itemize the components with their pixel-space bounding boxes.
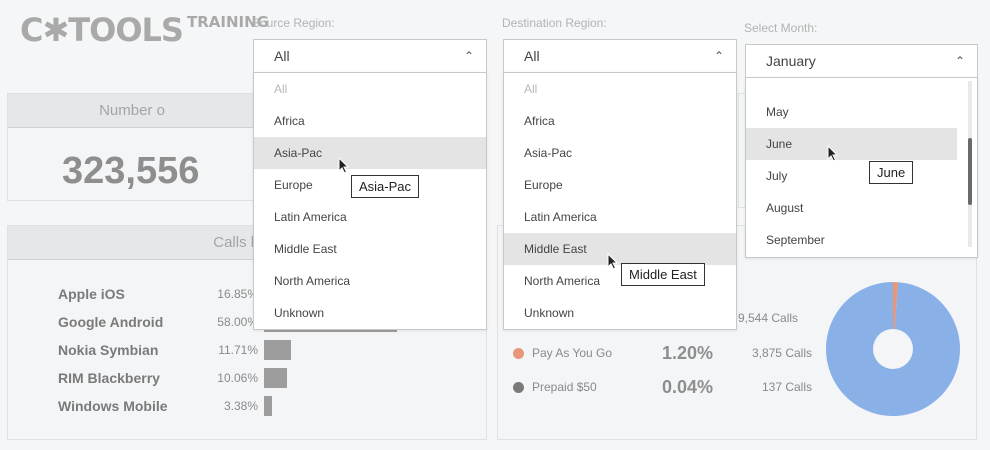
month-label: Select Month: <box>744 21 818 35</box>
plan-percent: 1.20% <box>662 342 714 363</box>
plan-name: Pay As You Go <box>532 346 613 360</box>
month-dropdown-scrollbar[interactable] <box>968 81 972 247</box>
destination-region-value: All <box>524 48 540 64</box>
top-plan-calls: 9,544 Calls <box>738 311 799 325</box>
device-bar <box>264 368 287 388</box>
month-select[interactable]: January ⌃ <box>745 44 978 78</box>
source-tooltip: Asia-Pac <box>351 175 420 198</box>
chevron-up-icon: ⌃ <box>463 49 474 63</box>
device-row: RIM Blackberry 10.06% <box>58 368 287 388</box>
logo-main-text: C✱TOOLS <box>20 11 184 49</box>
destination-region-select[interactable]: All ⌃ <box>503 39 737 73</box>
mouse-pointer-icon <box>607 253 619 270</box>
legend-dot <box>513 381 524 393</box>
dropdown-option[interactable]: June <box>746 128 957 160</box>
source-region-select[interactable]: All ⌃ <box>253 39 487 73</box>
scrollbar-thumb[interactable] <box>968 138 972 205</box>
chevron-up-icon: ⌃ <box>713 49 724 63</box>
device-percent: 16.85% <box>217 287 258 301</box>
destination-region-dropdown[interactable]: All Africa Asia-Pac Europe Latin America Midd… <box>503 72 737 330</box>
plan-calls: 3,875 Calls <box>751 346 812 360</box>
device-percent: 11.71% <box>218 343 258 357</box>
device-name: Google Android <box>58 314 164 330</box>
dropdown-option[interactable]: North America <box>274 274 351 288</box>
month-dropdown[interactable]: May June July August September <box>745 77 978 258</box>
device-percent: 58.00% <box>217 315 258 329</box>
dropdown-option[interactable]: August <box>766 201 804 215</box>
dropdown-option[interactable]: Africa <box>274 114 305 128</box>
plan-name: Prepaid $50 <box>532 380 597 394</box>
dropdown-option[interactable]: North America <box>524 274 601 288</box>
dropdown-option[interactable]: All <box>524 82 538 96</box>
device-name: RIM Blackberry <box>58 370 160 386</box>
kpi-panel-header: Number o <box>8 94 256 128</box>
month-tooltip: June <box>869 161 914 184</box>
device-bar <box>264 396 272 416</box>
dropdown-option[interactable]: July <box>766 169 788 183</box>
plan-percent: 0.04% <box>662 376 714 397</box>
kpi-value: 323,556 <box>62 150 200 192</box>
destination-region-label: Destination Region: <box>502 16 607 30</box>
dropdown-option[interactable]: All <box>274 82 288 96</box>
dropdown-option[interactable]: Europe <box>274 178 313 192</box>
chevron-up-icon: ⌃ <box>954 54 965 68</box>
device-name: Apple iOS <box>58 286 125 302</box>
dropdown-option[interactable]: May <box>766 105 789 119</box>
mouse-pointer-icon <box>827 145 839 162</box>
source-region-label: Source Region: <box>252 16 335 30</box>
device-bar <box>264 340 291 360</box>
mouse-pointer-icon <box>338 157 350 174</box>
dropdown-option[interactable]: Middle East <box>274 242 337 256</box>
device-percent: 3.38% <box>223 399 258 413</box>
month-value: January <box>766 53 816 69</box>
device-row: Windows Mobile 3.38% <box>58 396 272 416</box>
dropdown-option[interactable]: Middle East <box>504 233 736 265</box>
dropdown-option[interactable]: Europe <box>524 178 563 192</box>
source-region-dropdown[interactable]: All Africa Asia-Pac Europe Latin America Midd… <box>253 72 487 330</box>
dropdown-option[interactable]: September <box>766 233 825 247</box>
dropdown-option[interactable]: Asia-Pac <box>254 137 486 169</box>
dropdown-option[interactable]: Latin America <box>524 210 597 224</box>
dropdown-option[interactable]: Asia-Pac <box>524 146 573 160</box>
dropdown-option[interactable]: Africa <box>524 114 555 128</box>
device-name: Nokia Symbian <box>58 342 159 358</box>
logo-sub-text: TRAINING <box>186 13 269 31</box>
device-row: Nokia Symbian 11.71% <box>58 340 291 360</box>
plan-calls: 137 Calls <box>761 380 812 394</box>
device-percent: 10.06% <box>217 371 258 385</box>
dropdown-option[interactable]: Unknown <box>524 306 575 320</box>
plan-row: Pay As You Go 1.20% 3,875 Calls <box>513 342 812 364</box>
plan-row: Prepaid $50 0.04% 137 Calls <box>513 376 812 398</box>
legend-dot <box>513 347 524 359</box>
dropdown-option[interactable]: Unknown <box>274 306 325 320</box>
plans-donut-chart <box>826 282 960 416</box>
ctools-logo: C✱TOOLS TRAINING <box>20 12 269 48</box>
donut-hole <box>873 329 913 369</box>
destination-tooltip: Middle East <box>621 263 705 286</box>
dropdown-option[interactable]: Latin America <box>274 210 347 224</box>
source-region-value: All <box>274 48 290 64</box>
device-name: Windows Mobile <box>58 398 168 414</box>
